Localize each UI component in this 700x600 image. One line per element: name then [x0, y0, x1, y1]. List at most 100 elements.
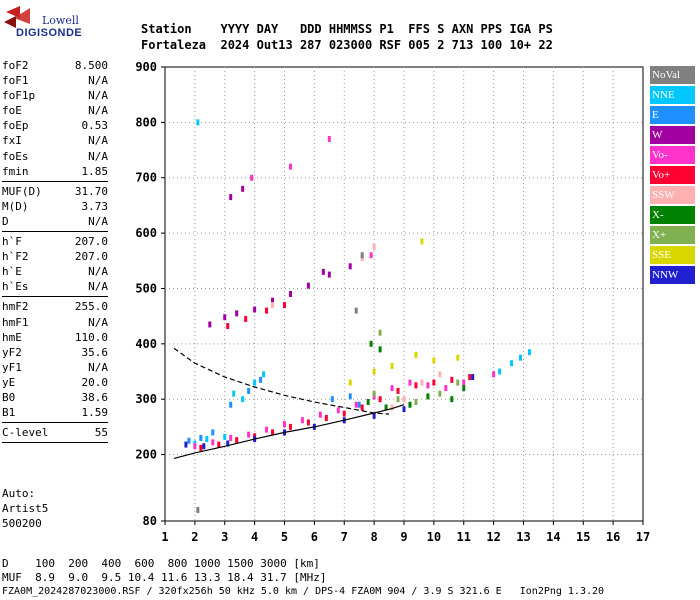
x-tick-label: 4	[251, 530, 258, 544]
param-value: 1.85	[81, 164, 109, 178]
param-row: hmF2 255.0	[2, 299, 108, 314]
param-row: fxI N/A	[2, 133, 108, 148]
divider	[2, 296, 108, 298]
param-name: B0	[2, 390, 16, 404]
data-point-nne	[205, 436, 209, 443]
data-point-w	[208, 321, 212, 328]
data-point-x	[414, 398, 418, 405]
data-point-vo	[450, 376, 454, 383]
data-point-vo	[193, 443, 197, 450]
param-group-muf: MUF(D) 31.70 M(D) 3.73 D N/A	[2, 184, 108, 229]
data-point-vo	[288, 163, 292, 170]
param-row: yF1 N/A	[2, 360, 108, 375]
legend-item-noval: NoVal	[650, 66, 695, 84]
data-point-e	[187, 437, 191, 444]
param-name: fxI	[2, 134, 22, 148]
legend-item-sse: SSE	[650, 246, 695, 264]
param-value: N/A	[88, 134, 108, 148]
data-point-vo	[414, 382, 418, 389]
data-point-vo	[354, 401, 358, 408]
x-tick-label: 15	[576, 530, 590, 544]
data-point-e	[259, 376, 263, 383]
data-point-w	[253, 306, 257, 313]
param-name: foEp	[2, 119, 29, 133]
param-name: hmE	[2, 330, 22, 344]
data-point-sse	[372, 368, 376, 375]
param-row: h`F2 207.0	[2, 249, 108, 264]
data-point-vo	[396, 387, 400, 394]
data-point-vo	[492, 371, 496, 378]
data-point-e	[247, 387, 251, 394]
data-point-x	[366, 398, 370, 405]
x-tick-label: 3	[221, 530, 228, 544]
data-point-vo	[462, 379, 466, 386]
param-name: yF2	[2, 345, 22, 359]
data-point-vo	[390, 385, 394, 392]
header-labels: Station YYYY DAY DDD HHMMSS P1 FFS S AXN…	[141, 22, 553, 36]
data-point-nne	[232, 390, 236, 397]
data-point-w	[271, 297, 275, 304]
divider	[2, 442, 108, 444]
data-point-w	[321, 268, 325, 275]
plot-area	[164, 66, 644, 522]
param-value: N/A	[88, 360, 108, 374]
data-point-vo	[432, 379, 436, 386]
data-point-x	[384, 404, 388, 411]
y-tick-label: 700	[135, 171, 157, 185]
data-point-nnw	[372, 412, 376, 419]
param-value: 3.73	[81, 199, 109, 213]
data-point-vo	[247, 431, 251, 438]
x-tick-label: 6	[311, 530, 318, 544]
data-point-vo	[229, 434, 233, 441]
data-point-vo	[217, 441, 221, 448]
data-point-nne	[223, 433, 227, 440]
data-point-ssw	[271, 302, 275, 309]
logo-lowell: Lowell	[42, 14, 79, 27]
data-point-x	[372, 390, 376, 397]
y-tick-label: 600	[135, 226, 157, 240]
data-point-vo	[408, 379, 412, 386]
data-point-nne	[253, 379, 257, 386]
param-value: 110.0	[74, 330, 108, 344]
divider	[2, 422, 108, 424]
y-tick-label: 80	[143, 514, 157, 528]
x-tick-label: 7	[341, 530, 348, 544]
data-point-noval	[196, 506, 200, 513]
data-point-e	[199, 434, 203, 441]
param-value: 8.500	[74, 59, 108, 72]
param-name: B1	[2, 406, 16, 420]
data-point-nne	[262, 371, 266, 378]
data-point-sse	[414, 351, 418, 358]
param-value: 207.0	[74, 235, 108, 249]
param-row: hmE 110.0	[2, 330, 108, 345]
artist-code: 500200	[2, 517, 42, 530]
param-row: h`E N/A	[2, 264, 108, 279]
data-point-vo	[444, 385, 448, 392]
data-point-ssw	[390, 404, 394, 411]
x-tick-label: 14	[546, 530, 560, 544]
param-row: foE N/A	[2, 103, 108, 118]
data-point-w	[229, 194, 233, 201]
footer-muf: MUF 8.9 9.0 9.5 10.4 11.6 13.3 18.4 31.7…	[2, 571, 327, 584]
footer-distance: D 100 200 400 600 800 1000 1500 3000 [km…	[2, 557, 320, 570]
x-tick-label: 17	[636, 530, 650, 544]
data-point-w	[306, 282, 310, 289]
param-row: h`F 207.0	[2, 234, 108, 249]
data-point-vo	[283, 302, 286, 309]
data-point-vo	[318, 411, 322, 418]
data-point-vo	[235, 437, 239, 444]
param-name: MUF(D)	[2, 184, 42, 198]
data-point-x	[426, 393, 430, 400]
data-point-noval	[360, 252, 364, 259]
y-tick-label: 300	[135, 392, 157, 406]
param-name: yF1	[2, 360, 22, 374]
data-point-w	[327, 271, 331, 278]
legend-item-x: X+	[650, 226, 695, 244]
data-point-ssw	[438, 371, 442, 378]
y-tick-label: 500	[135, 281, 157, 295]
data-point-nnw	[202, 443, 206, 450]
param-row: B1 1.59	[2, 405, 108, 420]
data-point-nnw	[226, 440, 230, 447]
data-point-vo	[265, 426, 269, 433]
param-group-confidence: C-level 55	[2, 425, 108, 440]
